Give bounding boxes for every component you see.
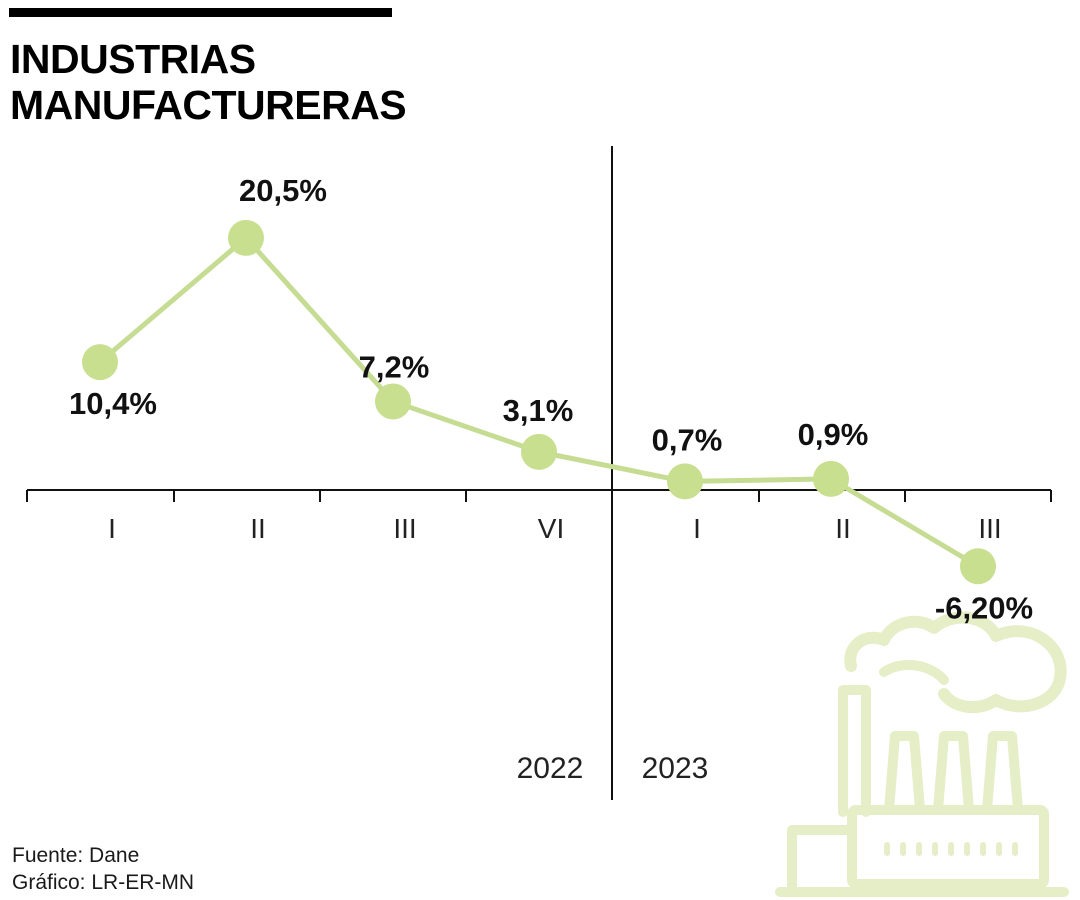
category-label: III bbox=[978, 513, 1001, 544]
data-point bbox=[82, 344, 118, 381]
factory-window bbox=[996, 842, 1002, 856]
factory-window bbox=[900, 842, 906, 856]
axis-ticks bbox=[26, 490, 1052, 502]
data-point bbox=[667, 463, 703, 500]
factory-window bbox=[964, 842, 970, 856]
factory-window bbox=[932, 842, 938, 856]
data-label: 0,7% bbox=[652, 422, 723, 457]
data-point bbox=[813, 460, 849, 497]
category-label: III bbox=[393, 513, 416, 544]
category-label: I bbox=[108, 513, 116, 544]
source-line: Fuente: Dane bbox=[12, 844, 140, 867]
data-point bbox=[228, 219, 264, 256]
factory-window bbox=[980, 842, 986, 856]
category-label: I bbox=[693, 513, 701, 544]
data-point bbox=[960, 548, 996, 585]
data-label: 7,2% bbox=[359, 349, 430, 384]
category-label: VI bbox=[538, 513, 564, 544]
period-label: 2022 bbox=[517, 752, 584, 785]
category-label: II bbox=[250, 513, 266, 544]
title-line-2: MANUFACTURERAS bbox=[10, 82, 407, 128]
period-label: 2023 bbox=[642, 752, 709, 785]
data-label: -6,20% bbox=[935, 590, 1033, 625]
title-line-1: INDUSTRIAS bbox=[10, 36, 256, 82]
credit-line: Gráfico: LR-ER-MN bbox=[12, 871, 195, 894]
data-label: 0,9% bbox=[798, 417, 869, 452]
factory-window bbox=[948, 842, 954, 856]
factory-icon bbox=[775, 611, 1069, 897]
series-markers bbox=[82, 219, 996, 585]
chart-title: INDUSTRIAS MANUFACTURERAS bbox=[10, 36, 407, 128]
data-label: 20,5% bbox=[239, 173, 327, 208]
source-note: Fuente: Dane Gráfico: LR-ER-MN bbox=[12, 842, 194, 896]
data-label: 10,4% bbox=[69, 386, 157, 421]
factory-window bbox=[1012, 842, 1018, 856]
factory-window bbox=[916, 842, 922, 856]
category-labels: I II III VI I II III bbox=[108, 513, 1002, 544]
data-point bbox=[375, 383, 411, 420]
data-labels: 10,4% 20,5% 7,2% 3,1% 0,7% 0,9% -6,20% bbox=[69, 173, 1033, 625]
period-labels: 2022 2023 bbox=[517, 752, 709, 785]
data-label: 3,1% bbox=[503, 393, 574, 428]
factory-window bbox=[884, 842, 890, 856]
top-rule bbox=[9, 8, 392, 17]
data-point bbox=[521, 433, 557, 470]
category-label: II bbox=[835, 513, 851, 544]
